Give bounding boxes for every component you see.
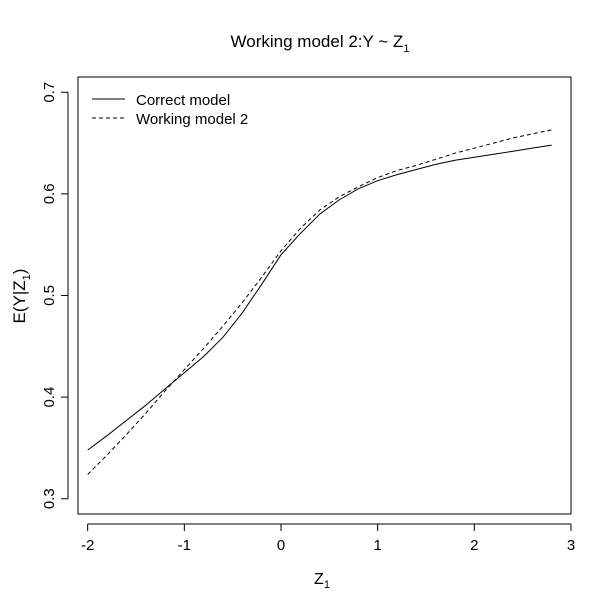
- y-axis-label: E(Y|Z1): [10, 269, 33, 324]
- y-tick-label: 0.7: [41, 82, 58, 103]
- chart-title-subscript: 1: [403, 43, 409, 55]
- x-axis-label-main: Z: [314, 571, 324, 588]
- x-axis-label-subscript: 1: [324, 579, 330, 591]
- x-tick-label: -1: [178, 537, 191, 554]
- x-axis-label: Z1: [314, 571, 330, 591]
- y-axis-label-prefix: E(Y|Z: [10, 280, 29, 323]
- legend-label-working-model-2: Working model 2: [136, 111, 248, 128]
- x-tick-label: 3: [567, 537, 575, 554]
- plot-frame: [77, 76, 572, 515]
- x-tick-label: 0: [277, 537, 285, 554]
- series-line-working-model-2: [87, 129, 552, 475]
- legend-label-correct-model: Correct model: [136, 92, 230, 109]
- series-layer: [87, 129, 552, 475]
- y-tick-label: 0.3: [41, 488, 58, 509]
- y-axis-label-suffix: ): [10, 269, 29, 275]
- y-axis: 0.3 0.4 0.5 0.6 0.7: [41, 82, 69, 509]
- chart-title-main: Working model 2:Y ~ Z: [231, 32, 404, 51]
- series-line-correct-model: [87, 144, 552, 451]
- x-tick-label: -2: [81, 537, 94, 554]
- y-tick-label: 0.6: [41, 183, 58, 204]
- x-tick-label: 1: [373, 537, 381, 554]
- legend: Correct model Working model 2: [92, 92, 248, 128]
- x-tick-label: 2: [470, 537, 478, 554]
- y-tick-label: 0.5: [41, 285, 58, 306]
- chart-title: Working model 2:Y ~ Z1: [231, 32, 410, 55]
- y-axis-label-subscript: 1: [21, 274, 33, 280]
- x-axis: -2 -1 0 1 2 3: [81, 523, 575, 554]
- y-tick-label: 0.4: [41, 387, 58, 408]
